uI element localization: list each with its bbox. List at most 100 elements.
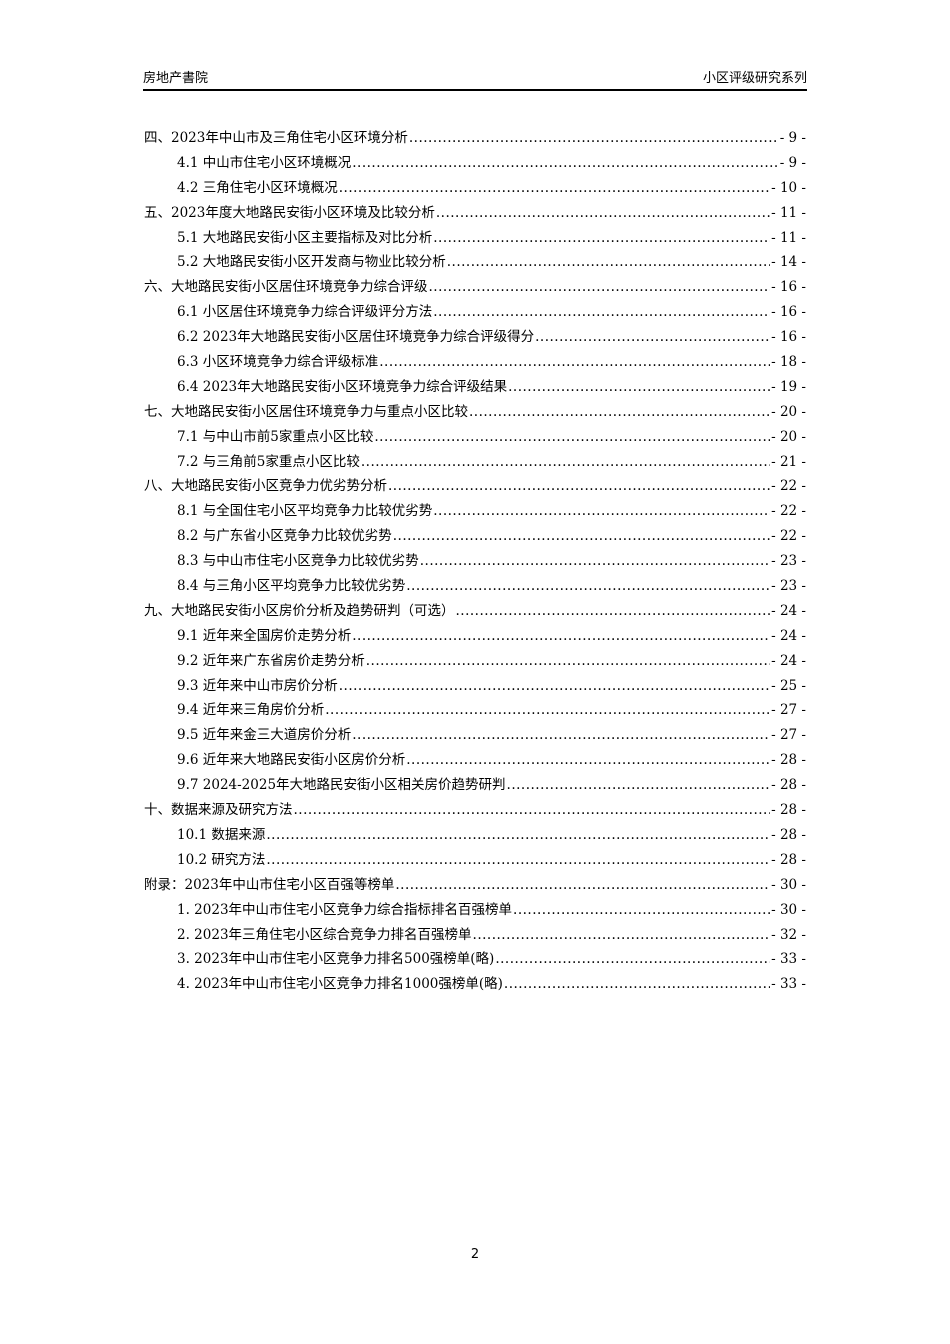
toc-entry[interactable]: 4.1 中山市住宅小区环境概况 - 9 - bbox=[144, 151, 806, 176]
toc-entry-page: - 18 - bbox=[771, 354, 806, 371]
dot-leader bbox=[393, 528, 770, 544]
toc-entry-title: 五、2023年度大地路民安街小区环境及比较分析 bbox=[144, 204, 435, 221]
toc-entry-page: - 10 - bbox=[771, 179, 806, 196]
toc-entry[interactable]: 九、大地路民安街小区房价分析及趋势研判（可选） - 24 - bbox=[144, 599, 806, 624]
toc-entry-title: 7.2 与三角前5家重点小区比较 bbox=[177, 453, 360, 470]
toc-entry-page: - 28 - bbox=[771, 752, 806, 769]
toc-entry[interactable]: 5.2 大地路民安街小区开发商与物业比较分析 - 14 - bbox=[144, 250, 806, 275]
dot-leader bbox=[429, 279, 771, 295]
table-of-contents: 四、2023年中山市及三角住宅小区环境分析- 9 -4.1 中山市住宅小区环境概… bbox=[144, 126, 806, 997]
dot-leader bbox=[433, 304, 770, 320]
dot-leader bbox=[339, 678, 770, 694]
toc-entry-title: 9.6 近年来大地路民安街小区房价分析 bbox=[177, 752, 406, 769]
toc-entry[interactable]: 1. 2023年中山市住宅小区竞争力综合指标排名百强榜单 - 30 - bbox=[144, 898, 806, 923]
dot-leader bbox=[266, 827, 770, 843]
toc-entry[interactable]: 六、大地路民安街小区居住环境竞争力综合评级 - 16 - bbox=[144, 275, 806, 300]
dot-leader bbox=[508, 379, 770, 395]
toc-entry[interactable]: 6.4 2023年大地路民安街小区环境竞争力综合评级结果 - 19 - bbox=[144, 375, 806, 400]
toc-entry-page: - 19 - bbox=[771, 378, 806, 395]
dot-leader bbox=[420, 553, 770, 569]
toc-entry-title: 七、大地路民安街小区居住环境竞争力与重点小区比较 bbox=[144, 403, 468, 420]
toc-entry-page: - 20 - bbox=[771, 428, 806, 445]
toc-entry-title: 八、大地路民安街小区竞争力优劣势分析 bbox=[144, 478, 387, 495]
toc-entry[interactable]: 7.2 与三角前5家重点小区比较 - 21 - bbox=[144, 450, 806, 475]
toc-entry[interactable]: 8.1 与全国住宅小区平均竞争力比较优劣势 - 22 - bbox=[144, 499, 806, 524]
toc-entry-page: - 33 - bbox=[771, 951, 806, 968]
dot-leader bbox=[436, 205, 770, 221]
toc-entry[interactable]: 十、数据来源及研究方法 - 28 - bbox=[144, 798, 806, 823]
toc-entry[interactable]: 8.4 与三角小区平均竞争力比较优劣势 - 23 - bbox=[144, 574, 806, 599]
toc-entry[interactable]: 七、大地路民安街小区居住环境竞争力与重点小区比较 - 20 - bbox=[144, 400, 806, 425]
toc-entry-title: 附录：2023年中山市住宅小区百强等榜单 bbox=[144, 876, 395, 893]
toc-entry[interactable]: 6.3 小区环境竞争力综合评级标准 - 18 - bbox=[144, 350, 806, 375]
toc-entry-title: 9.7 2024-2025年大地路民安街小区相关房价趋势研判 bbox=[177, 777, 506, 794]
toc-entry[interactable]: 3. 2023年中山市住宅小区竞争力排名500强榜单(略) - 33 - bbox=[144, 947, 806, 972]
toc-entry[interactable]: 2. 2023年三角住宅小区综合竞争力排名百强榜单 - 32 - bbox=[144, 923, 806, 948]
dot-leader bbox=[379, 354, 770, 370]
toc-entry[interactable]: 八、大地路民安街小区竞争力优劣势分析 - 22 - bbox=[144, 474, 806, 499]
dot-leader bbox=[366, 653, 770, 669]
dot-leader bbox=[352, 155, 778, 171]
toc-entry[interactable]: 6.1 小区居住环境竞争力综合评级评分方法 - 16 - bbox=[144, 300, 806, 325]
toc-entry[interactable]: 9.1 近年来全国房价走势分析 - 24 - bbox=[144, 624, 806, 649]
toc-entry[interactable]: 7.1 与中山市前5家重点小区比较 - 20 - bbox=[144, 425, 806, 450]
toc-entry[interactable]: 9.5 近年来金三大道房价分析 - 27 - bbox=[144, 723, 806, 748]
toc-entry-page: - 24 - bbox=[771, 652, 806, 669]
dot-leader bbox=[361, 454, 770, 470]
toc-entry-page: - 22 - bbox=[771, 528, 806, 545]
toc-entry-title: 6.2 2023年大地路民安街小区居住环境竞争力综合评级得分 bbox=[177, 329, 535, 346]
dot-leader bbox=[469, 404, 770, 420]
dot-leader bbox=[433, 503, 770, 519]
toc-entry-page: - 20 - bbox=[771, 403, 806, 420]
toc-entry[interactable]: 10.2 研究方法 - 28 - bbox=[144, 848, 806, 873]
toc-entry-page: - 28 - bbox=[771, 851, 806, 868]
dot-leader bbox=[473, 927, 771, 943]
page-header: 房地产書院 小区评级研究系列 bbox=[143, 67, 807, 91]
toc-entry[interactable]: 5.1 大地路民安街小区主要指标及对比分析 - 11 - bbox=[144, 226, 806, 251]
dot-leader bbox=[507, 777, 771, 793]
toc-entry[interactable]: 4. 2023年中山市住宅小区竞争力排名1000强榜单(略) - 33 - bbox=[144, 972, 806, 997]
header-left: 房地产書院 bbox=[143, 71, 209, 86]
toc-entry[interactable]: 6.2 2023年大地路民安街小区居住环境竞争力综合评级得分 - 16 - bbox=[144, 325, 806, 350]
toc-entry-page: - 25 - bbox=[771, 677, 806, 694]
toc-entry-page: - 9 - bbox=[779, 154, 806, 171]
toc-entry-title: 1. 2023年中山市住宅小区竞争力综合指标排名百强榜单 bbox=[177, 901, 513, 918]
toc-entry-page: - 24 - bbox=[771, 602, 806, 619]
toc-entry-title: 8.4 与三角小区平均竞争力比较优劣势 bbox=[177, 578, 406, 595]
toc-entry[interactable]: 8.3 与中山市住宅小区竞争力比较优劣势 - 23 - bbox=[144, 549, 806, 574]
toc-entry-title: 4. 2023年中山市住宅小区竞争力排名1000强榜单(略) bbox=[177, 976, 503, 993]
dot-leader bbox=[513, 902, 770, 918]
toc-entry-page: - 33 - bbox=[771, 976, 806, 993]
page-number: 2 bbox=[470, 1247, 480, 1262]
toc-entry-page: - 32 - bbox=[771, 926, 806, 943]
toc-entry-page: - 27 - bbox=[771, 727, 806, 744]
toc-entry[interactable]: 9.6 近年来大地路民安街小区房价分析 - 28 - bbox=[144, 748, 806, 773]
toc-entry-title: 3. 2023年中山市住宅小区竞争力排名500强榜单(略) bbox=[177, 951, 495, 968]
dot-leader bbox=[339, 180, 770, 196]
toc-entry-page: - 28 - bbox=[771, 777, 806, 794]
toc-entry-title: 四、2023年中山市及三角住宅小区环境分析 bbox=[144, 130, 408, 146]
toc-entry[interactable]: 附录：2023年中山市住宅小区百强等榜单 - 30 - bbox=[144, 873, 806, 898]
toc-entry[interactable]: 9.2 近年来广东省房价走势分析 - 24 - bbox=[144, 649, 806, 674]
toc-entry-title: 6.4 2023年大地路民安街小区环境竞争力综合评级结果 bbox=[177, 378, 508, 395]
toc-entry[interactable]: 8.2 与广东省小区竞争力比较优劣势 - 22 - bbox=[144, 524, 806, 549]
toc-entry[interactable]: 10.1 数据来源 - 28 - bbox=[144, 823, 806, 848]
toc-entry-title: 9.1 近年来全国房价走势分析 bbox=[177, 627, 352, 644]
toc-entry-page: - 9 - bbox=[779, 130, 806, 146]
toc-entry-title: 9.2 近年来广东省房价走势分析 bbox=[177, 652, 365, 669]
toc-entry[interactable]: 9.4 近年来三角房价分析 - 27 - bbox=[144, 698, 806, 723]
dot-leader bbox=[409, 130, 779, 146]
toc-entry-page: - 14 - bbox=[771, 254, 806, 271]
toc-entry-title: 2. 2023年三角住宅小区综合竞争力排名百强榜单 bbox=[177, 926, 472, 943]
toc-entry[interactable]: 4.2 三角住宅小区环境概况 - 10 - bbox=[144, 176, 806, 201]
toc-entry[interactable]: 9.7 2024-2025年大地路民安街小区相关房价趋势研判 - 28 - bbox=[144, 773, 806, 798]
dot-leader bbox=[495, 951, 770, 967]
toc-entry-page: - 27 - bbox=[771, 702, 806, 719]
toc-entry-page: - 22 - bbox=[771, 478, 806, 495]
toc-entry[interactable]: 9.3 近年来中山市房价分析 - 25 - bbox=[144, 674, 806, 699]
toc-entry-page: - 11 - bbox=[771, 229, 806, 246]
dot-leader bbox=[352, 727, 770, 743]
toc-entry[interactable]: 五、2023年度大地路民安街小区环境及比较分析 - 11 - bbox=[144, 201, 806, 226]
toc-entry[interactable]: 四、2023年中山市及三角住宅小区环境分析 - 9 - bbox=[144, 126, 806, 151]
dot-leader bbox=[456, 603, 771, 619]
